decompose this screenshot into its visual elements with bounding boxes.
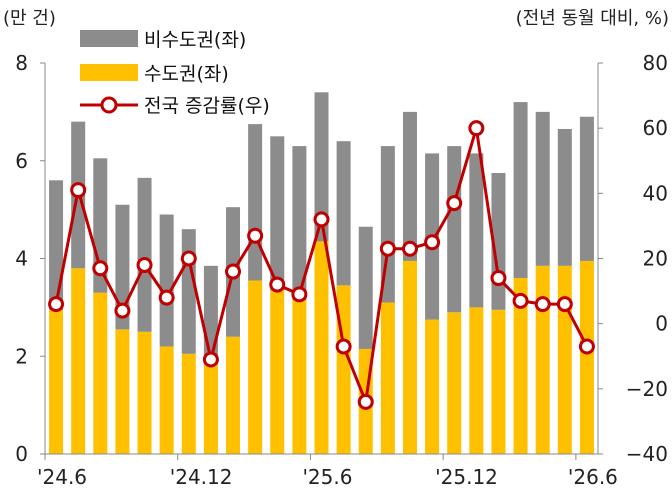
- right-tick-label: 60: [643, 116, 668, 140]
- bar-non-capital: [579, 116, 594, 261]
- bar-capital: [115, 329, 130, 454]
- growth-point: [158, 289, 175, 306]
- bar-capital: [402, 260, 417, 454]
- bar-non-capital: [203, 265, 218, 357]
- growth-point: [490, 270, 507, 287]
- legend-label-growth: 전국 증감률(우): [144, 95, 270, 117]
- bar-non-capital: [137, 177, 152, 332]
- bar-capital: [49, 309, 64, 454]
- bar-capital: [226, 336, 241, 454]
- growth-point: [114, 302, 131, 319]
- left-axis-ticks: 0 2 4 6 8: [15, 51, 45, 466]
- bar-non-capital: [402, 111, 417, 261]
- right-tick-label: −40: [626, 442, 668, 466]
- bar-non-capital: [181, 229, 196, 354]
- x-tick-label: '25.12: [435, 465, 498, 489]
- growth-point: [578, 338, 595, 355]
- bar-non-capital: [270, 136, 285, 291]
- growth-point: [335, 338, 352, 355]
- growth-point: [556, 296, 573, 313]
- legend-swatch-non-capital: [80, 30, 138, 47]
- bar-capital: [203, 356, 218, 454]
- legend-swatch-capital: [80, 64, 138, 81]
- bar-capital: [513, 278, 528, 454]
- right-tick-label: 0: [655, 312, 668, 336]
- right-tick-label: −20: [626, 377, 668, 401]
- growth-point: [401, 240, 418, 257]
- bar-capital: [425, 319, 440, 454]
- bar-capital: [248, 280, 263, 454]
- growth-point: [180, 250, 197, 267]
- growth-point: [468, 120, 485, 137]
- growth-point: [512, 292, 529, 309]
- growth-point: [291, 286, 308, 303]
- bar-capital: [380, 302, 395, 454]
- bar-non-capital: [159, 214, 174, 347]
- growth-point: [313, 211, 330, 228]
- bar-capital: [93, 292, 108, 454]
- x-tick-label: '24.6: [37, 465, 87, 489]
- bar-non-capital: [336, 141, 351, 286]
- x-tick-label: '25.6: [302, 465, 352, 489]
- left-tick-label: 6: [15, 149, 28, 173]
- growth-point: [247, 227, 264, 244]
- bar-capital: [71, 268, 86, 454]
- bar-capital: [270, 290, 285, 454]
- bar-non-capital: [314, 92, 329, 242]
- bar-capital: [137, 331, 152, 454]
- growth-point: [225, 263, 242, 280]
- left-tick-label: 0: [15, 442, 28, 466]
- bar-non-capital: [513, 102, 528, 279]
- bar-capital: [579, 260, 594, 454]
- growth-point: [269, 276, 286, 293]
- bar-capital: [159, 346, 174, 454]
- right-tick-label: 40: [643, 181, 668, 205]
- bar-non-capital: [358, 226, 373, 349]
- legend-label-non-capital: 비수도권(좌): [144, 29, 246, 51]
- x-tick-label: '24.12: [170, 465, 233, 489]
- bar-layer: [49, 92, 594, 454]
- growth-point: [379, 240, 396, 257]
- bar-capital: [292, 300, 307, 454]
- legend-label-capital: 수도권(좌): [144, 63, 229, 85]
- bar-capital: [447, 312, 462, 454]
- bar-capital: [181, 353, 196, 454]
- growth-line-layer: [48, 120, 595, 410]
- growth-point: [357, 393, 374, 410]
- right-tick-label: 20: [643, 247, 668, 271]
- growth-point: [534, 296, 551, 313]
- bar-non-capital: [49, 180, 64, 310]
- bar-non-capital: [115, 204, 130, 330]
- growth-point: [446, 195, 463, 212]
- left-tick-label: 4: [15, 247, 28, 271]
- left-tick-label: 2: [15, 344, 28, 368]
- bar-capital: [535, 265, 550, 454]
- bar-non-capital: [469, 153, 484, 308]
- bar-non-capital: [248, 124, 263, 281]
- left-tick-label: 8: [15, 51, 28, 75]
- growth-point: [424, 234, 441, 251]
- legend: 비수도권(좌) 수도권(좌) 전국 증감률(우): [80, 29, 270, 117]
- bar-capital: [491, 309, 506, 454]
- bar-capital: [314, 241, 329, 454]
- bar-non-capital: [535, 111, 550, 266]
- bar-capital: [557, 265, 572, 454]
- growth-point: [48, 296, 65, 313]
- left-axis-unit: (만 건): [3, 8, 56, 29]
- legend-swatch-growth-marker: [100, 96, 118, 114]
- bar-capital: [469, 307, 484, 454]
- bar-non-capital: [557, 128, 572, 266]
- growth-point: [136, 257, 153, 274]
- bar-non-capital: [292, 146, 307, 301]
- growth-point: [202, 351, 219, 368]
- growth-point: [92, 260, 109, 277]
- right-axis-unit: (전년 동월 대비, %): [516, 8, 669, 29]
- right-tick-label: 80: [643, 51, 668, 75]
- x-axis-ticks: '24.6 '24.12 '25.6 '25.12 '26.6: [37, 454, 618, 489]
- x-tick-label: '26.6: [568, 465, 618, 489]
- growth-point: [70, 182, 87, 199]
- bar-non-capital: [447, 146, 462, 313]
- right-axis-ticks: −40 −20 0 20 40 60 80: [598, 51, 668, 466]
